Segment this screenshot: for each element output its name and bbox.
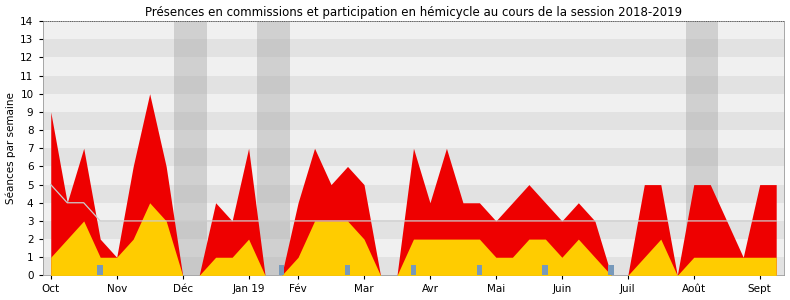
Bar xyxy=(279,266,284,275)
Bar xyxy=(608,266,614,275)
Bar xyxy=(43,21,784,39)
Bar xyxy=(686,21,718,275)
Bar xyxy=(43,221,784,239)
Title: Présences en commissions et participation en hémicycle au cours de la session 20: Présences en commissions et participatio… xyxy=(145,6,682,19)
Bar xyxy=(257,21,290,275)
Bar xyxy=(43,130,784,148)
Bar xyxy=(43,203,784,221)
Bar xyxy=(344,266,351,275)
Bar xyxy=(476,266,483,275)
Bar xyxy=(43,148,784,166)
Bar xyxy=(43,112,784,130)
Bar xyxy=(43,184,784,203)
Bar xyxy=(43,239,784,257)
Y-axis label: Séances par semaine: Séances par semaine xyxy=(6,92,16,204)
Bar xyxy=(43,76,784,94)
Bar xyxy=(43,167,784,184)
Bar xyxy=(543,266,548,275)
Bar xyxy=(43,94,784,112)
Bar xyxy=(43,257,784,275)
Bar xyxy=(411,266,416,275)
Bar xyxy=(175,21,208,275)
Bar xyxy=(43,57,784,76)
Bar xyxy=(97,266,103,275)
Bar xyxy=(43,39,784,57)
